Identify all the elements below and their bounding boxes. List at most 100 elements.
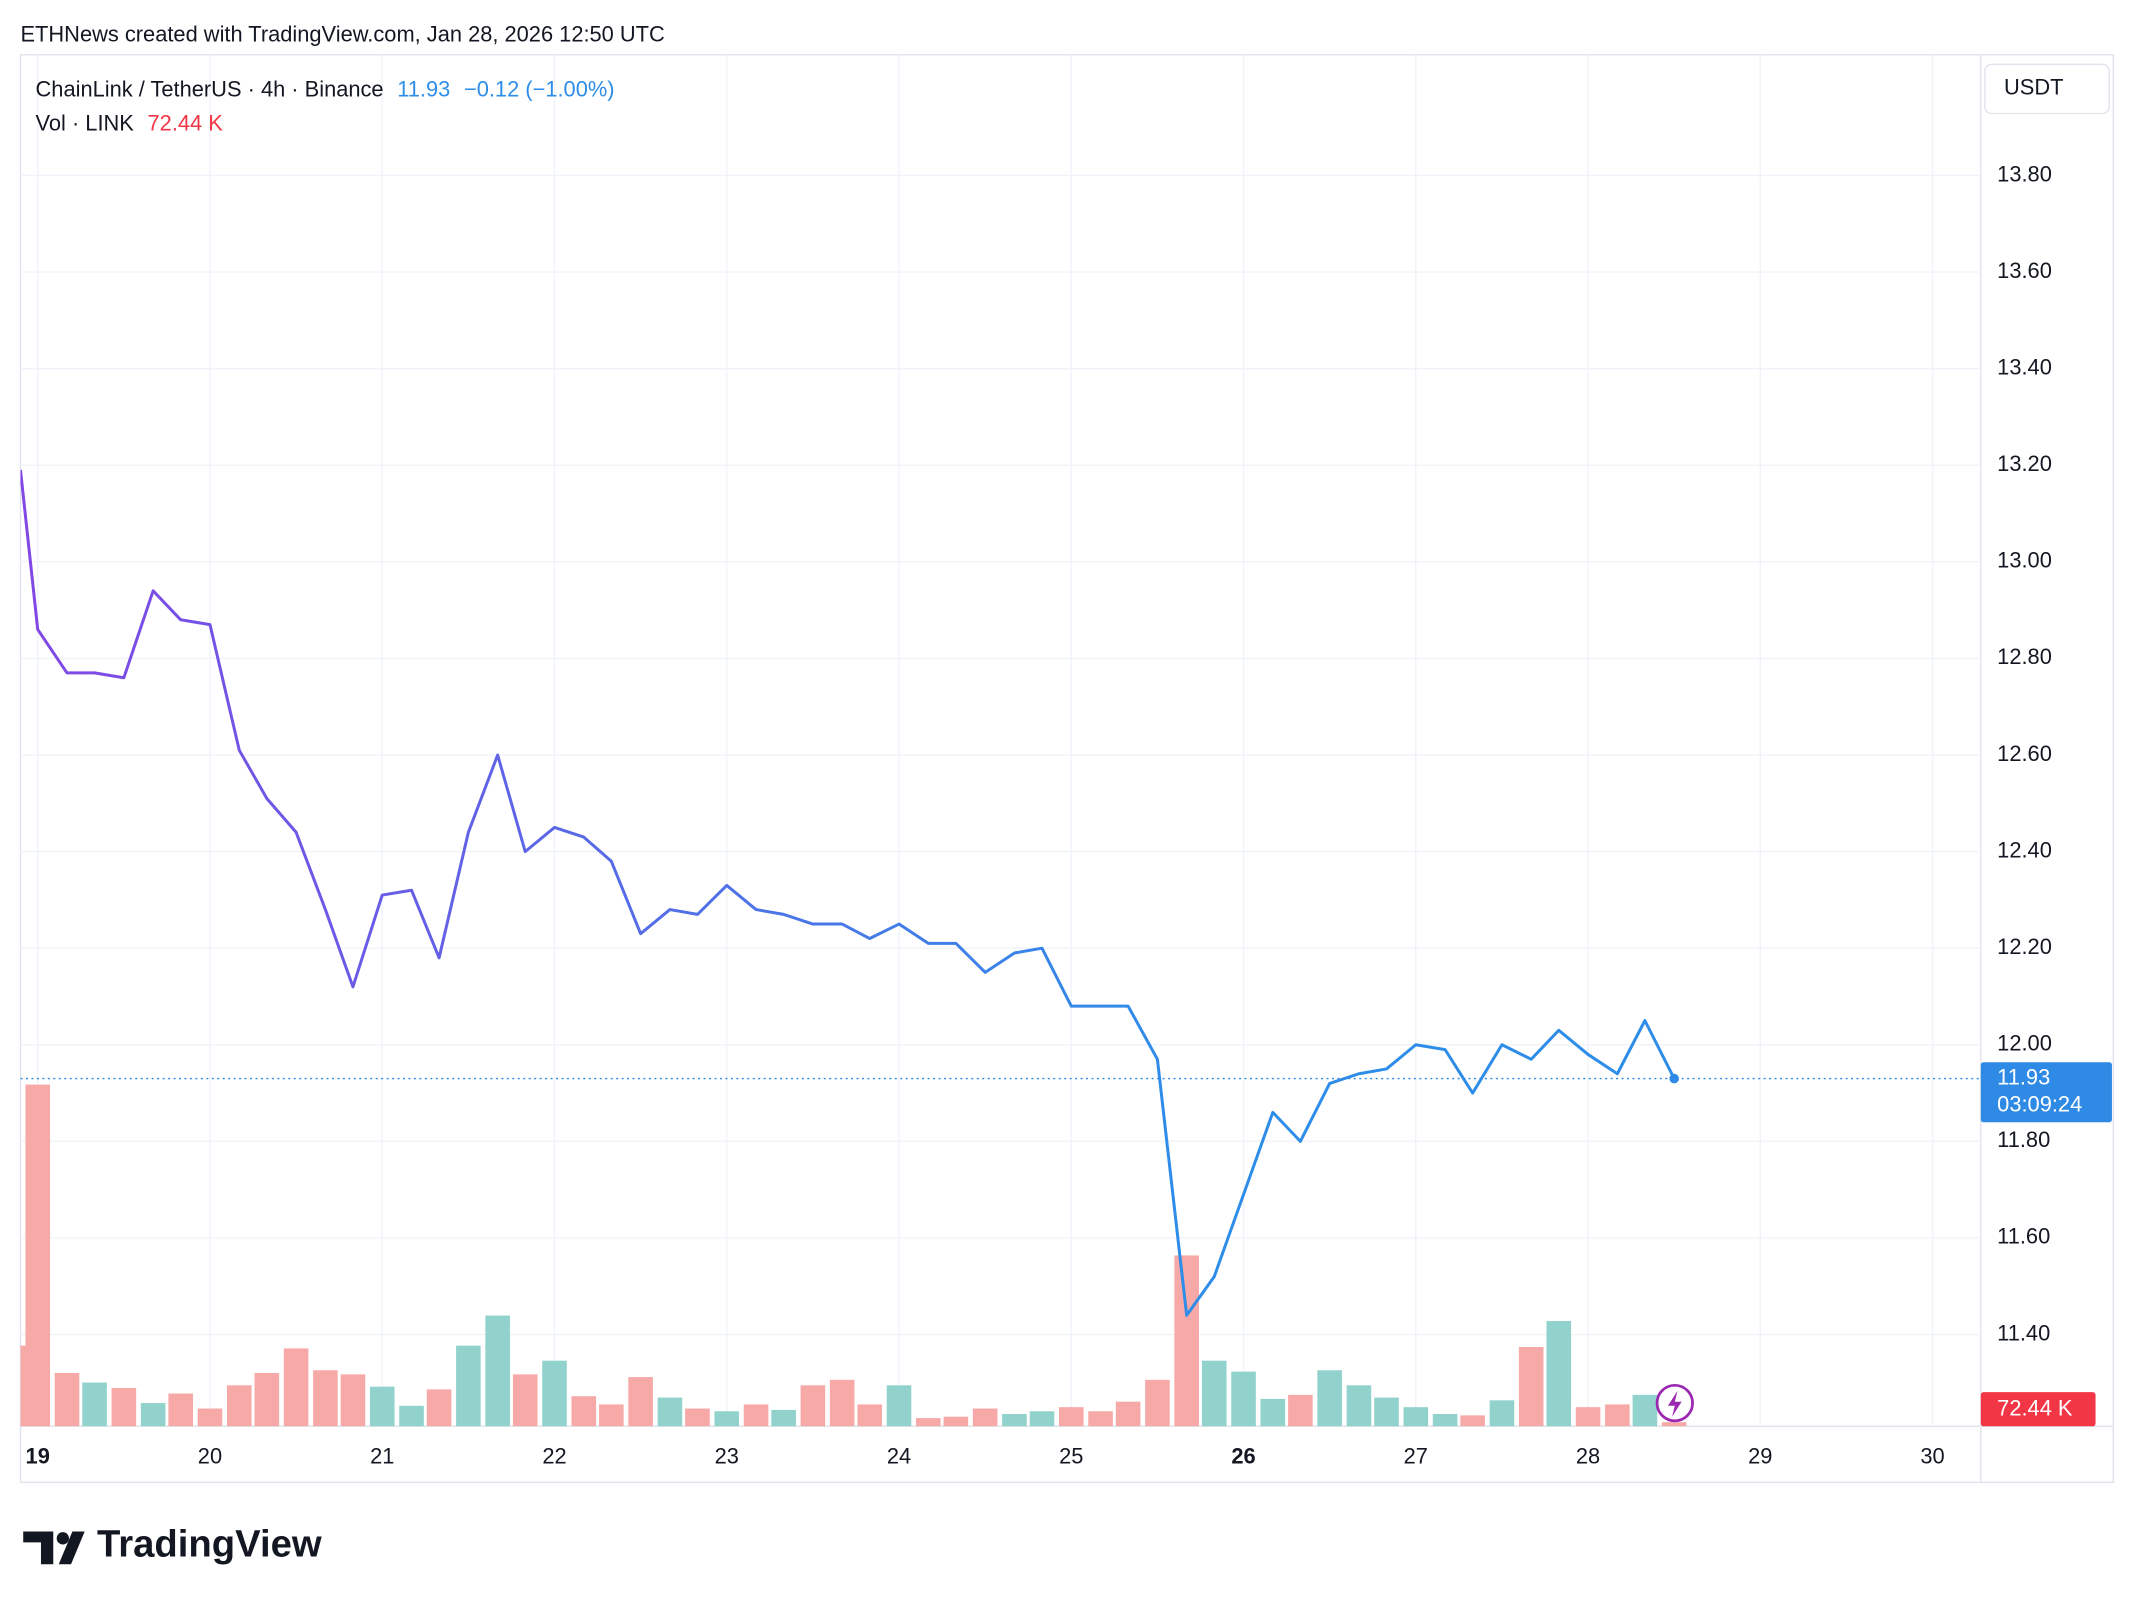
volume-bar [369, 1386, 395, 1427]
y-tick-label: 13.20 [1997, 451, 2052, 476]
volume-bar [25, 1084, 51, 1427]
volume-bar [685, 1408, 710, 1427]
volume-bar [1546, 1321, 1572, 1427]
volume-label-box [1980, 1392, 2096, 1427]
y-tick-label: 11.60 [1997, 1224, 2050, 1249]
volume-bar [168, 1393, 193, 1427]
volume-name: Vol · LINK [36, 110, 135, 135]
volume-bar [340, 1374, 366, 1427]
x-tick-label: 30 [1920, 1443, 1944, 1468]
y-tick-label: 12.40 [1997, 837, 2052, 862]
price-change: −0.12 (−1.00%) [464, 76, 615, 101]
volume-bar [1317, 1370, 1342, 1427]
y-tick-label: 13.60 [1997, 258, 2052, 283]
volume-bar [1088, 1411, 1113, 1427]
volume-bar [571, 1396, 597, 1427]
x-tick-label: 26 [1231, 1443, 1255, 1468]
volume-bar [1174, 1255, 1199, 1427]
volume-bar [743, 1404, 769, 1427]
volume-bar [1029, 1411, 1055, 1427]
volume-bar [197, 1408, 223, 1427]
price-label: 11.93 [1997, 1064, 2050, 1089]
y-tick-label: 13.40 [1997, 354, 2052, 379]
x-tick-label: 19 [26, 1443, 50, 1468]
x-tick-label: 22 [542, 1443, 566, 1468]
volume-bar [82, 1382, 107, 1427]
y-tick-label: 11.80 [1997, 1127, 2050, 1152]
symbol: ChainLink / TetherUS · 4h · Binance [36, 76, 384, 101]
volume-bar [512, 1374, 538, 1427]
currency[interactable]: USDT [2004, 75, 2063, 100]
volume-bar [1260, 1398, 1286, 1427]
y-tick-label: 12.00 [1997, 1031, 2052, 1056]
volume-bar [485, 1315, 510, 1427]
y-tick-label: 12.60 [1997, 741, 2052, 766]
volume-bar [857, 1404, 883, 1427]
volume-bar [542, 1360, 567, 1427]
volume-bar [599, 1404, 624, 1427]
y-tick-label: 11.40 [1997, 1320, 2050, 1345]
y-tick-label: 13.00 [1997, 548, 2052, 573]
currency-box[interactable] [1984, 63, 2110, 115]
volume-bar [771, 1409, 796, 1427]
volume-bar [1661, 1422, 1687, 1427]
countdown: 03:09:24 [1997, 1092, 2082, 1117]
y-tick-label: 13.80 [1997, 161, 2052, 186]
volume-bar [283, 1348, 309, 1427]
volume-bar [426, 1389, 452, 1427]
volume-bar [714, 1411, 740, 1427]
volume-bar [1374, 1397, 1399, 1427]
y-tick-label: 12.20 [1997, 934, 2052, 959]
volume-bar [226, 1385, 252, 1427]
volume-last: 72.44 K [148, 110, 224, 135]
last-price: 11.93 [397, 76, 450, 101]
alert-icon-bolt [1667, 1390, 1682, 1417]
x-tick-label: 23 [715, 1443, 739, 1468]
volume-bar [1605, 1404, 1630, 1427]
volume-bar [1288, 1394, 1313, 1427]
volume-bar [829, 1379, 855, 1427]
volume-bar [886, 1385, 912, 1427]
volume-bar [1145, 1379, 1170, 1427]
volume-bar [1002, 1413, 1027, 1427]
frame [19, 54, 2114, 1483]
volume-bar [1460, 1415, 1485, 1427]
volume-bar [943, 1416, 969, 1427]
legend-volume: Vol · LINK 72.44 K [36, 110, 224, 135]
brand: TradingView [97, 1523, 322, 1566]
volume-bar [1518, 1347, 1544, 1427]
volume-bar [140, 1403, 166, 1427]
x-tick-label: 21 [370, 1443, 394, 1468]
x-tick-label: 29 [1748, 1443, 1772, 1468]
volume-bar [1346, 1385, 1372, 1427]
price-label-box [1980, 1062, 2112, 1123]
volume-bar [628, 1377, 653, 1427]
price-line [20, 469, 1676, 1317]
x-tick-label: 28 [1576, 1443, 1600, 1468]
volume-bar [657, 1397, 683, 1427]
volume-bar [313, 1370, 338, 1427]
volume-bar [972, 1408, 998, 1427]
y-tick-label: 12.80 [1997, 644, 2052, 669]
volume-bar [1115, 1401, 1141, 1427]
volume-bar [1632, 1394, 1658, 1427]
volume-bar [1432, 1413, 1458, 1427]
volume-bar [1231, 1371, 1256, 1427]
volume-bar [111, 1388, 137, 1427]
x-tick-label: 20 [198, 1443, 222, 1468]
logo: TradingView [23, 1523, 322, 1566]
volume-bar [1575, 1407, 1601, 1427]
volume-bar [1058, 1407, 1084, 1427]
volume-bar [254, 1372, 280, 1427]
x-tick-label: 27 [1404, 1443, 1428, 1468]
volume-bar [1489, 1400, 1515, 1427]
volume-bar [456, 1345, 481, 1427]
volume-bar [916, 1418, 941, 1427]
x-tick-label: 25 [1059, 1443, 1083, 1468]
volume-bar [54, 1372, 80, 1427]
chart-title: ETHNews created with TradingView.com, Ja… [20, 21, 664, 46]
volume-bar [800, 1385, 826, 1427]
volume-bar [1201, 1360, 1227, 1427]
